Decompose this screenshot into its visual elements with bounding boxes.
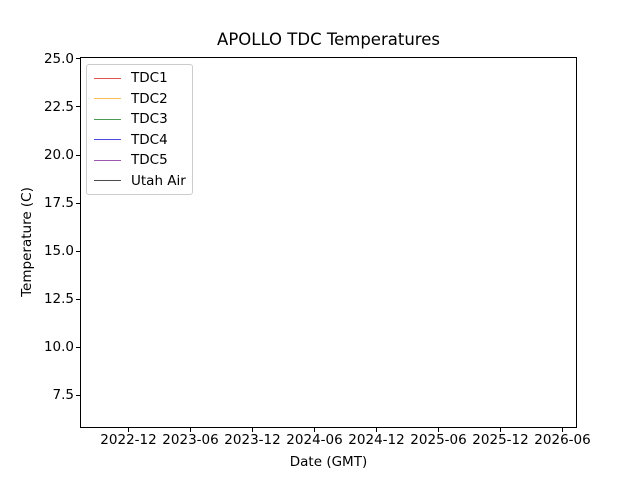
legend-label: Utah Air — [131, 172, 186, 189]
x-tick-label: 2023-12 — [224, 432, 281, 448]
y-tick-label: 10.0 — [43, 339, 74, 356]
x-tick-mark — [562, 428, 563, 432]
y-tick-label: 25.0 — [43, 50, 74, 67]
x-tick-label: 2026-06 — [534, 432, 591, 448]
legend-label: TDC5 — [131, 152, 168, 169]
y-tick-mark — [76, 202, 80, 204]
legend-item-tdc4: TDC4 — [87, 130, 192, 151]
y-tick-label: 22.5 — [43, 98, 74, 115]
legend: TDC1 TDC2 TDC3 TDC4 TDC5 Utah Air — [86, 64, 193, 195]
y-tick-label: 17.5 — [43, 195, 74, 212]
legend-item-tdc2: TDC2 — [87, 89, 192, 110]
x-tick-mark — [252, 428, 253, 432]
x-tick-mark — [128, 428, 129, 432]
y-tick-mark — [76, 298, 80, 300]
legend-label: TDC3 — [131, 111, 168, 128]
x-tick-mark — [314, 428, 315, 432]
x-tick-label: 2025-12 — [472, 432, 529, 448]
x-tick-label: 2025-06 — [410, 432, 467, 448]
x-tick-label: 2023-06 — [162, 432, 219, 448]
x-tick-label: 2024-12 — [348, 432, 405, 448]
legend-item-tdc5: TDC5 — [87, 150, 192, 171]
legend-line-swatch — [94, 139, 121, 141]
y-tick-mark — [76, 394, 80, 396]
legend-line-swatch — [94, 159, 121, 161]
y-tick-label: 7.5 — [52, 387, 74, 404]
legend-line-swatch — [94, 180, 121, 182]
y-tick-label: 15.0 — [43, 243, 74, 260]
chart-title: APOLLO TDC Temperatures — [217, 30, 440, 49]
x-tick-label: 2024-06 — [286, 432, 343, 448]
legend-label: TDC4 — [131, 131, 168, 148]
legend-line-swatch — [94, 118, 121, 120]
y-tick-mark — [76, 106, 80, 108]
x-tick-mark — [376, 428, 377, 432]
y-tick-label: 20.0 — [43, 147, 74, 164]
y-tick-label: 12.5 — [43, 291, 74, 308]
x-tick-mark — [500, 428, 501, 432]
x-tick-mark — [190, 428, 191, 432]
x-axis-label: Date (GMT) — [289, 454, 368, 470]
y-tick-mark — [76, 346, 80, 348]
x-tick-mark — [438, 428, 439, 432]
y-tick-mark — [76, 250, 80, 252]
x-tick-label: 2022-12 — [100, 432, 157, 448]
legend-item-tdc1: TDC1 — [87, 68, 192, 89]
legend-label: TDC2 — [131, 90, 168, 107]
legend-label: TDC1 — [131, 70, 168, 87]
y-tick-mark — [76, 58, 80, 60]
y-tick-mark — [76, 154, 80, 156]
legend-line-swatch — [94, 77, 121, 79]
legend-item-utah-air: Utah Air — [87, 171, 192, 192]
legend-item-tdc3: TDC3 — [87, 109, 192, 130]
legend-line-swatch — [94, 98, 121, 100]
